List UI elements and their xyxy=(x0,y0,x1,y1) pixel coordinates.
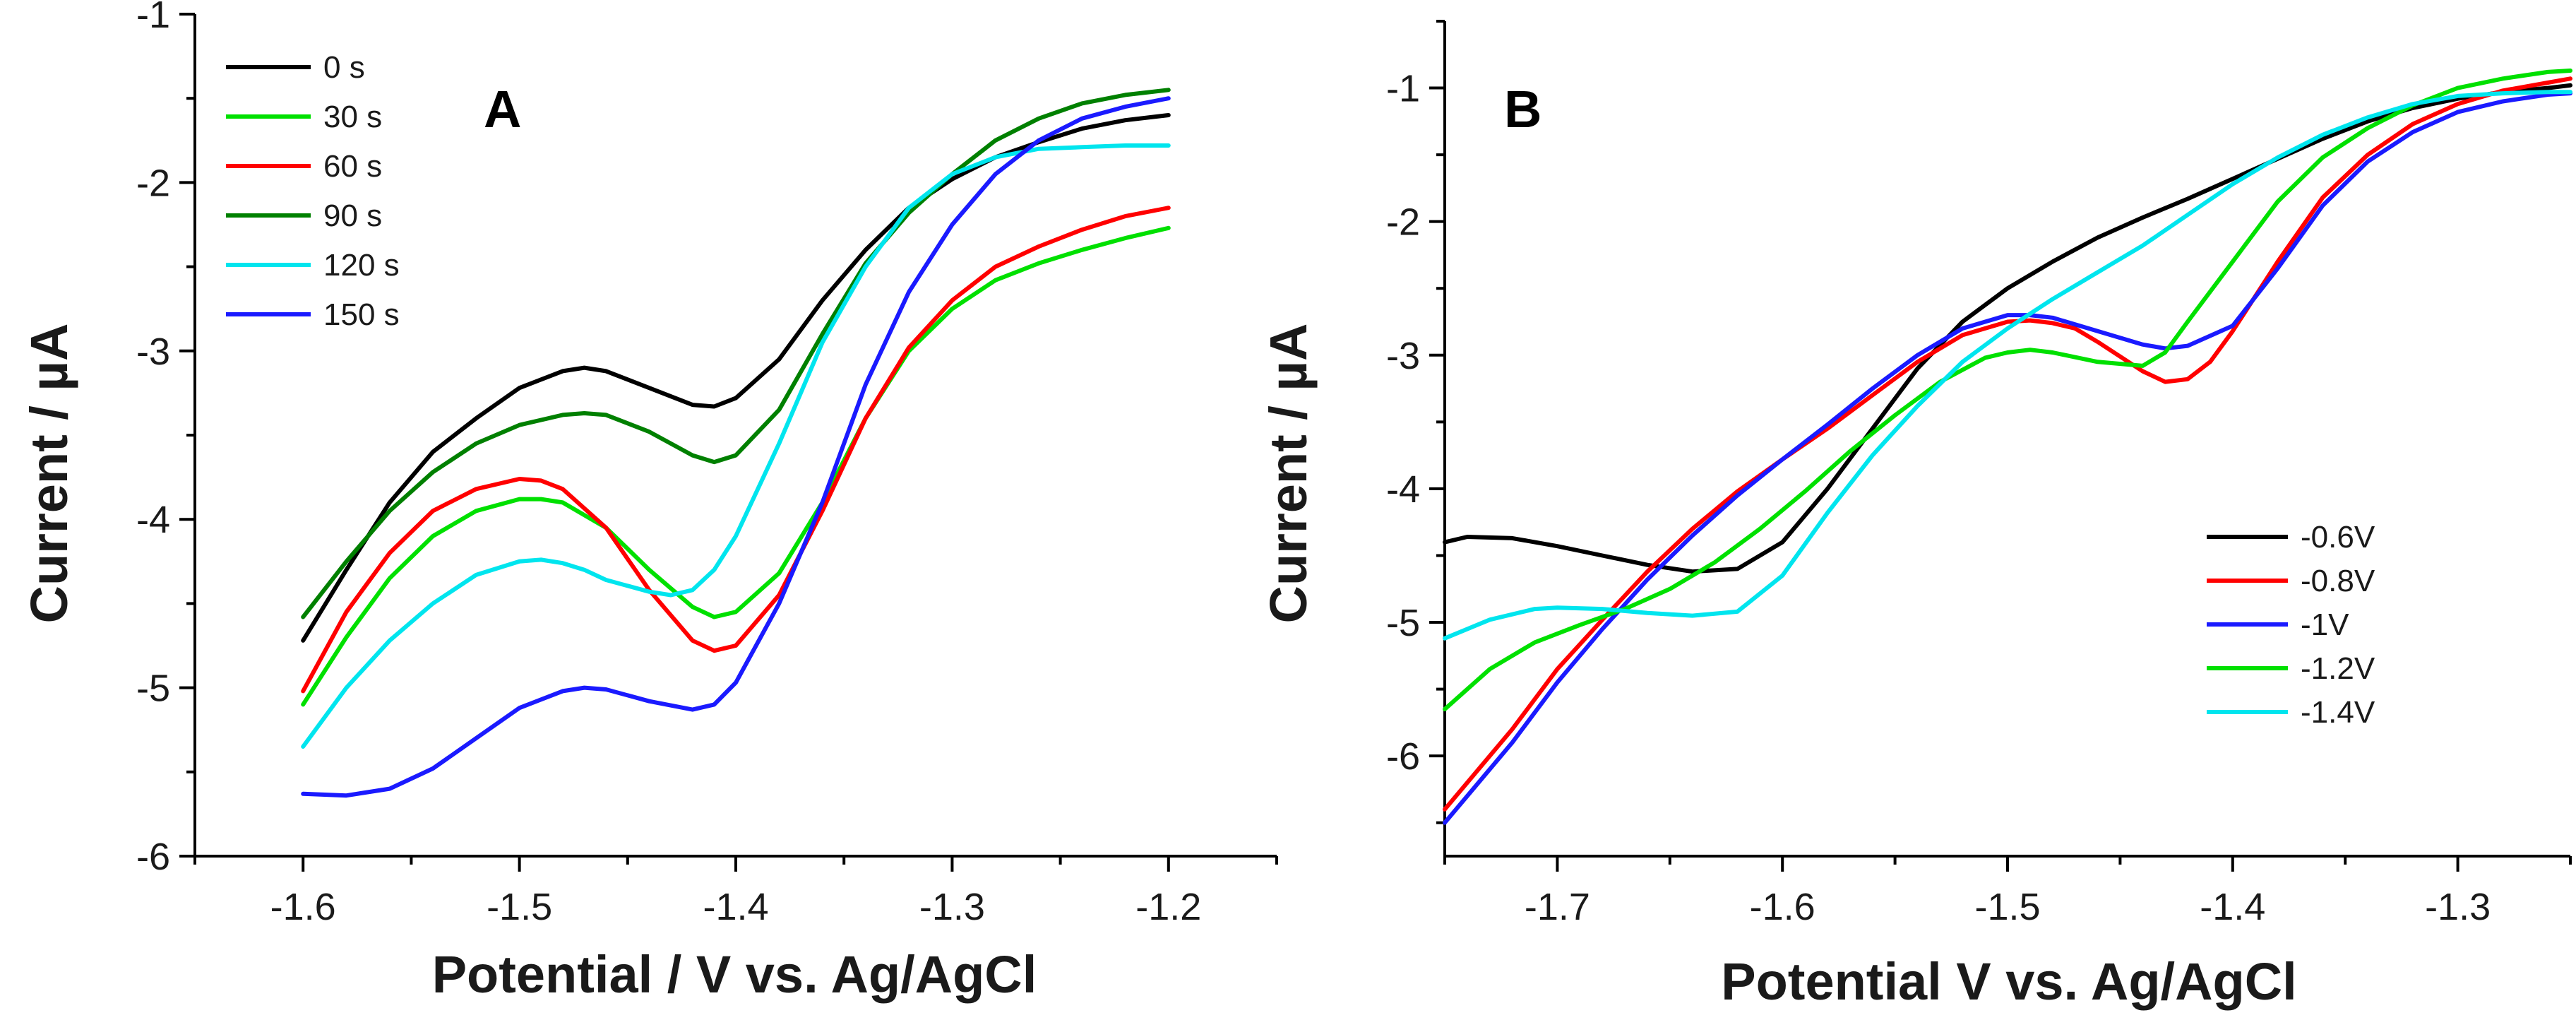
panel-b-y-tick-label: -2 xyxy=(1386,201,1420,244)
panel-a-y-axis-title: Current / µA xyxy=(20,324,78,624)
panel-a-y-tick-label: -3 xyxy=(136,331,170,373)
panel-a-x-tick-label: -1.6 xyxy=(270,886,336,928)
panel-b-plot-area xyxy=(1443,69,2572,825)
panel-a-legend-label: 60 s xyxy=(323,149,382,184)
panel-a-x-tick-label: -1.2 xyxy=(1135,886,1201,928)
panel-a-y-tick-label: -5 xyxy=(136,668,170,710)
panel-b-x-tick-label: -1.7 xyxy=(1525,886,1590,928)
panel-a-y-tick-label: -2 xyxy=(136,162,170,204)
panel-a-x-tick-label: -1.3 xyxy=(919,886,985,928)
panel-a-y-tick-label: -4 xyxy=(136,499,170,541)
panel-b: B Current / µA Potential V vs. Ag/AgCl -… xyxy=(1259,20,2572,1011)
panel-a-series-line xyxy=(301,225,1171,707)
panel-b-legend-label: -1.4V xyxy=(2301,695,2375,730)
panel-b-series-line xyxy=(1443,69,2572,711)
panel-b-y-tick-label: -6 xyxy=(1386,735,1420,778)
panel-b-y-tick-label: -1 xyxy=(1386,68,1420,110)
panel-b-axes: -1.7 -1.6 -1.5 -1.4 -1.3 -6 -5 -4 -3 -2 -1 xyxy=(1386,20,2572,928)
panel-a-legend: 0 s 30 s 60 s 90 s 120 s 150 s xyxy=(226,50,400,332)
panel-b-series-line xyxy=(1443,76,2572,812)
panel-a-series-line xyxy=(301,96,1171,798)
panel-b-legend-label: -1V xyxy=(2301,607,2349,642)
panel-a-axes: -1.6 -1.5 -1.4 -1.3 -1.2 -6 -5 -4 -3 -2 -1 xyxy=(136,0,1278,928)
panel-a-x-tick-label: -1.4 xyxy=(703,886,768,928)
panel-b-legend: -0.6V -0.8V -1V -1.2V -1.4V xyxy=(2207,520,2375,730)
panel-b-y-axis-title: Current / µA xyxy=(1259,324,1318,624)
panel-a-legend-label: 30 s xyxy=(323,100,382,134)
panel-a-x-axis-title: Potential / V vs. Ag/AgCl xyxy=(432,945,1037,1004)
panel-b-legend-label: -1.2V xyxy=(2301,651,2375,686)
panel-b-x-tick-label: -1.4 xyxy=(2200,886,2265,928)
panel-b-series-line xyxy=(1443,91,2572,825)
panel-b-x-tick-label: -1.6 xyxy=(1750,886,1815,928)
panel-a-y-tick-label: -1 xyxy=(136,0,170,36)
panel-b-x-tick-label: -1.3 xyxy=(2425,886,2491,928)
panel-a-x-tick-label: -1.5 xyxy=(487,886,552,928)
panel-a-legend-label: 0 s xyxy=(323,50,365,85)
panel-a-series-line xyxy=(301,143,1171,749)
panel-b-x-axis-title: Potential V vs. Ag/AgCl xyxy=(1721,952,2296,1011)
panel-b-y-tick-label: -4 xyxy=(1386,468,1420,511)
panel-a-letter: A xyxy=(484,80,521,138)
panel-a-legend-label: 90 s xyxy=(323,198,382,233)
panel-a-legend-label: 120 s xyxy=(323,248,400,283)
panel-a: A Current / µA Potential / V vs. Ag/AgCl… xyxy=(20,0,1278,1004)
panel-b-series-line xyxy=(1443,90,2572,641)
panel-a-series-line xyxy=(301,113,1171,643)
panel-b-legend-label: -0.6V xyxy=(2301,520,2375,555)
panel-b-legend-label: -0.8V xyxy=(2301,564,2375,598)
panel-a-series-line xyxy=(301,206,1171,694)
panel-b-y-tick-label: -3 xyxy=(1386,335,1420,377)
panel-b-x-tick-label: -1.5 xyxy=(1974,886,2040,928)
panel-a-y-tick-label: -6 xyxy=(136,836,170,878)
panel-b-letter: B xyxy=(1504,80,1542,138)
panel-a-legend-label: 150 s xyxy=(323,297,400,332)
panel-a-plot-area xyxy=(301,88,1171,798)
panel-b-y-tick-label: -5 xyxy=(1386,602,1420,644)
panel-a-series-line xyxy=(301,88,1171,619)
